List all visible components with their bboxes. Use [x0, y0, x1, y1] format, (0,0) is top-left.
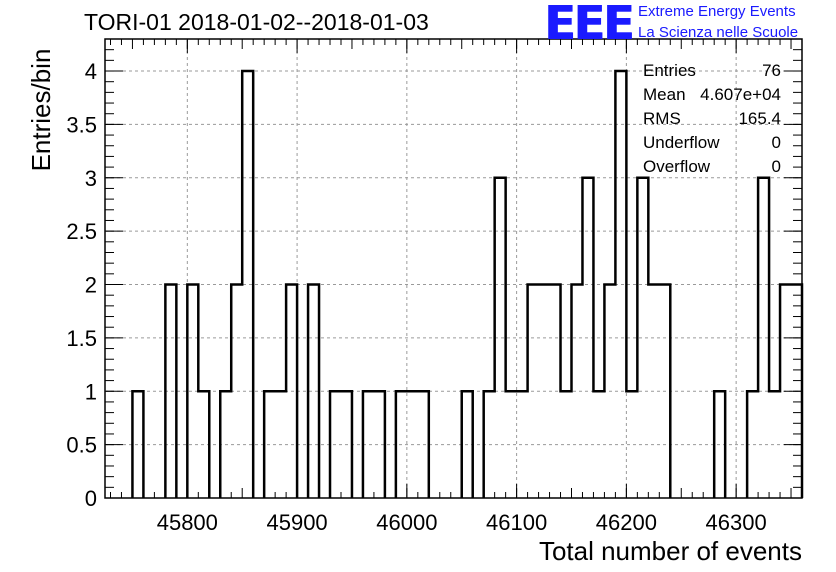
y-tick-label: 3.5 [66, 112, 97, 137]
histogram-bin [604, 285, 615, 498]
histogram-bin [791, 285, 802, 498]
histogram-bin [561, 391, 572, 498]
histogram-bin [462, 391, 473, 498]
stat-underflow: Underflow 0 [643, 133, 781, 157]
logo-caption-line2: La Scienza nelle Scuole [638, 24, 799, 41]
histogram-bin [506, 391, 517, 498]
y-tick-label: 1.5 [66, 326, 97, 351]
y-tick-label: 2.5 [66, 219, 97, 244]
x-tick-label: 45900 [266, 510, 327, 535]
stat-rms-name: RMS [643, 109, 681, 128]
histogram-bin [286, 285, 297, 498]
stat-entries-value: 76 [762, 61, 781, 80]
y-tick-label: 3 [85, 166, 97, 191]
histogram-bin [330, 391, 341, 498]
stat-overflow-name: Overflow [643, 157, 711, 176]
x-tick-label: 46000 [376, 510, 437, 535]
histogram-bin [593, 391, 604, 498]
histogram-bin [758, 178, 769, 498]
y-tick-label: 1 [85, 379, 97, 404]
histogram-bin [242, 71, 253, 498]
logo-caption-line1: Extreme Energy Events [638, 3, 796, 20]
histogram-bin [659, 285, 670, 498]
stat-mean-value: 4.607e+04 [700, 85, 781, 104]
y-tick-label: 2 [85, 273, 97, 298]
histogram-bin [187, 285, 198, 498]
y-tick-label: 0.5 [66, 433, 97, 458]
histogram-bin [264, 391, 275, 498]
histogram-bin [231, 285, 242, 498]
histogram-bin [374, 391, 385, 498]
y-tick-label: 0 [85, 486, 97, 511]
stat-overflow-value: 0 [771, 157, 781, 176]
histogram-bin [396, 391, 407, 498]
histogram-bin [308, 285, 319, 498]
histogram-bin [165, 285, 176, 498]
histogram-bin [495, 178, 506, 498]
histogram-bin [407, 391, 418, 498]
stat-entries: Entries 76 [643, 61, 781, 85]
histogram-bin [550, 285, 561, 498]
histogram-bin [747, 391, 758, 498]
histogram-bin [528, 285, 539, 498]
histogram-bin [275, 391, 286, 498]
histogram-bin [571, 285, 582, 498]
histogram-bin [780, 285, 791, 498]
eee-logo: EEE [544, 0, 634, 50]
histogram-bin [341, 391, 352, 498]
x-tick-label: 45800 [157, 510, 218, 535]
histogram-outline [131, 69, 804, 498]
stat-underflow-name: Underflow [643, 133, 720, 152]
histogram-bin [517, 391, 528, 498]
histogram-bin [769, 391, 780, 498]
x-tick-label: 46100 [486, 510, 547, 535]
stat-rms-value: 165.4 [738, 109, 781, 128]
histogram-bin [539, 285, 550, 498]
histogram-bin [714, 391, 725, 498]
histogram-bin [626, 391, 637, 498]
histogram-bin [198, 391, 209, 498]
histogram-bin [484, 391, 495, 498]
y-axis-label: Entries/bin [26, 48, 56, 172]
stat-rms: RMS 165.4 [643, 109, 781, 133]
x-tick-label: 46200 [596, 510, 657, 535]
y-tick-label: 4 [85, 59, 97, 84]
stat-mean: Mean 4.607e+04 [643, 85, 781, 109]
chart-title: TORI-01 2018-01-02--2018-01-03 [84, 9, 429, 35]
histogram-bin [418, 391, 429, 498]
stat-underflow-value: 0 [771, 133, 781, 152]
stats-box: Entries 76 Mean 4.607e+04 RMS 165.4 Unde… [643, 61, 781, 181]
histogram-bin [615, 71, 626, 498]
plot-frame [104, 38, 803, 499]
histogram-bin [220, 391, 231, 498]
histogram-bin [582, 178, 593, 498]
stat-overflow: Overflow 0 [643, 157, 781, 181]
histogram-bin [363, 391, 374, 498]
x-tick-label: 46300 [706, 510, 767, 535]
histogram-bin [648, 285, 659, 498]
histogram-bin [132, 391, 143, 498]
x-axis-label: Total number of events [538, 536, 802, 566]
histogram-bin [637, 178, 648, 498]
stat-mean-name: Mean [643, 85, 686, 104]
stat-entries-name: Entries [643, 61, 696, 80]
